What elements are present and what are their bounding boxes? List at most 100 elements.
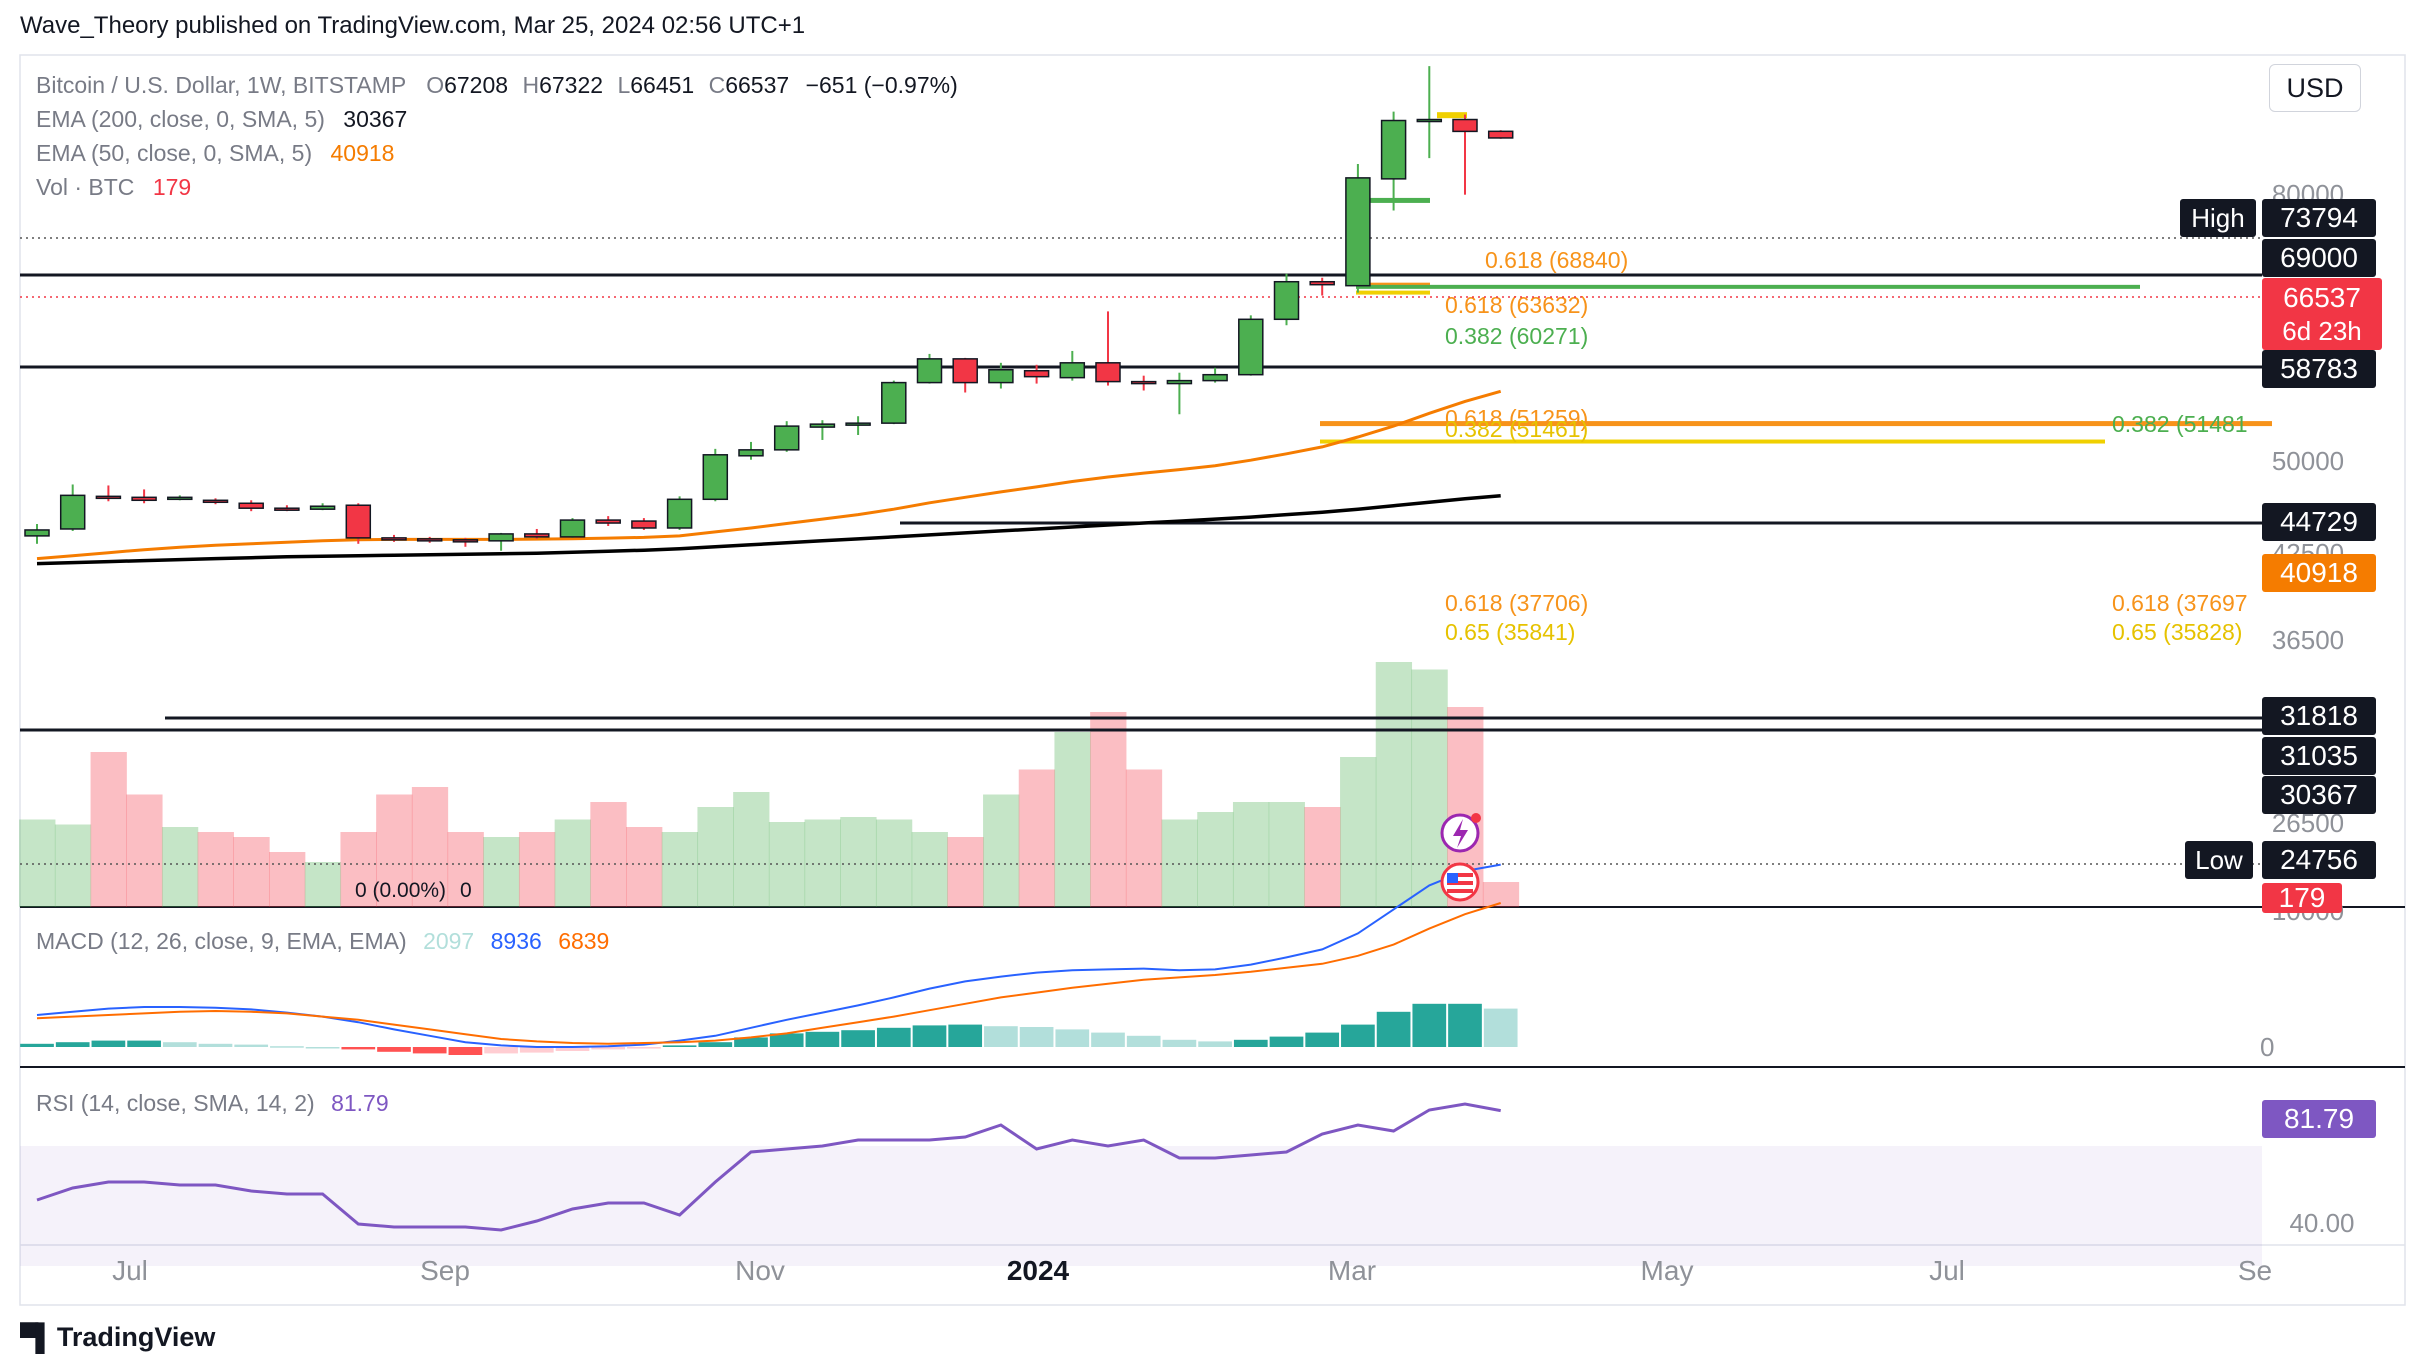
macd-hist-bar [484, 1047, 518, 1054]
candle [1487, 130, 1514, 139]
candle [95, 485, 122, 502]
volume-bar [626, 827, 663, 907]
macd-hist-bar [377, 1047, 411, 1052]
macd-hist-bar [412, 1047, 447, 1054]
candle [702, 448, 729, 502]
candle-body [666, 498, 693, 529]
candle-body [1309, 280, 1335, 286]
symbol-name[interactable]: Bitcoin / U.S. Dollar, 1W, BITSTAMP [36, 72, 406, 98]
ema200-tag-text: 30367 [2280, 779, 2358, 810]
low-price-tag-bg [2262, 841, 2376, 879]
macd-hist-bar [876, 1027, 911, 1047]
volume-bar [19, 819, 56, 907]
macd-hist-bar [1055, 1029, 1090, 1047]
volume-bar [54, 824, 92, 907]
candle-body [1238, 318, 1264, 376]
candle [666, 496, 693, 530]
macd-hist-bar [1269, 1036, 1304, 1047]
currency-button[interactable]: USD [2269, 64, 2361, 112]
macd-hist-bar [1126, 1035, 1161, 1047]
candle [1166, 372, 1193, 415]
candle-body [1380, 119, 1407, 180]
ema200-line [36, 493, 1501, 566]
low-label-bg [2185, 841, 2253, 879]
rsi-label: RSI (14, close, SMA, 14, 2) [36, 1090, 315, 1116]
candle-body [59, 494, 86, 530]
candle-body [702, 454, 729, 501]
volume-bar [161, 827, 199, 907]
candle-body [1345, 177, 1371, 287]
candle-body [1130, 380, 1157, 385]
volume-label: Vol · BTC [36, 174, 135, 200]
macd-hist-bar [912, 1025, 947, 1047]
low-label: Low [2195, 845, 2243, 875]
volume-bar [518, 832, 556, 907]
volume-bar [1411, 669, 1448, 907]
legend-volume-row[interactable]: Vol · BTC 179 [36, 174, 191, 201]
candle [952, 357, 978, 393]
volume-bar [697, 807, 734, 907]
legend-ema50-row[interactable]: EMA (50, close, 0, SMA, 5) 40918 [36, 140, 394, 167]
lightning-icon[interactable] [1440, 813, 1481, 853]
level-tag-69000-bg [2262, 239, 2376, 277]
macd-hist-bar [1019, 1027, 1054, 1047]
macd-hist-bar [305, 1047, 340, 1049]
macd-hist-bar [448, 1047, 483, 1055]
volume-bar [1197, 812, 1234, 907]
candle-body [1095, 362, 1121, 383]
macd-hist-bar [1412, 1003, 1447, 1047]
ema200-tag: 30367 [2262, 776, 2376, 814]
volume-bar [90, 752, 127, 907]
rsi-line [36, 1102, 1501, 1232]
low-label: L [617, 72, 631, 98]
macd-hist-bar [270, 1046, 304, 1048]
candle-body [238, 502, 264, 509]
candle-body [309, 505, 336, 510]
candle-body [1059, 362, 1086, 379]
ema200-value: 30367 [343, 106, 408, 132]
candle [1273, 273, 1300, 326]
candle-body [131, 496, 157, 502]
candle [238, 500, 264, 512]
candle-body [1023, 369, 1050, 378]
candle [738, 441, 764, 460]
candle-body [845, 422, 871, 426]
fib-label-right-green: 0.382 (51481 [2112, 411, 2248, 437]
tradingview-logo[interactable]: ▀▌ TradingView [20, 1322, 215, 1353]
high-price-tag-bg [2262, 199, 2376, 237]
macd-hist-bar [234, 1044, 269, 1047]
macd-hist-bar [841, 1030, 875, 1047]
candle [559, 518, 586, 538]
candle [1309, 277, 1335, 296]
ema-lines [36, 389, 1502, 566]
level-tag-31818-bg [2262, 697, 2376, 735]
x-tick-label: May [1641, 1255, 1694, 1286]
level-tag-58783-text: 58783 [2280, 353, 2358, 384]
open-value: 67208 [444, 72, 509, 98]
candle [1416, 66, 1443, 159]
legend-ema200-row[interactable]: EMA (200, close, 0, SMA, 5) 30367 [36, 106, 407, 133]
fib-label-ema-yellow-left: 0.65 (35841) [1445, 619, 1575, 645]
candle-body [95, 495, 122, 500]
macd-hist-bar [1162, 1039, 1197, 1047]
candle [1023, 364, 1050, 384]
volume-bar [1090, 712, 1127, 907]
volume-bar [126, 794, 163, 907]
legend-rsi-row[interactable]: RSI (14, close, SMA, 14, 2) 81.79 [36, 1090, 389, 1117]
current-price-tag-bg [2262, 278, 2382, 350]
volume-bar [1482, 882, 1520, 907]
volume-bar [590, 802, 627, 907]
candle [524, 528, 550, 539]
macd-hist-bar [1341, 1024, 1375, 1047]
low-price-tag: 24756 [2262, 841, 2376, 879]
candle [845, 416, 871, 436]
flag-icon[interactable] [1440, 862, 1480, 902]
candle-body [24, 529, 50, 537]
rsi-tick: 40.00 [2289, 1208, 2354, 1238]
high-price-tag: 73794 [2262, 199, 2376, 237]
macd-zero-tick: 0 [2260, 1032, 2274, 1062]
candle [202, 498, 229, 505]
legend-macd-row[interactable]: MACD (12, 26, close, 9, EMA, EMA) 2097 8… [36, 928, 609, 955]
candle [631, 518, 657, 530]
